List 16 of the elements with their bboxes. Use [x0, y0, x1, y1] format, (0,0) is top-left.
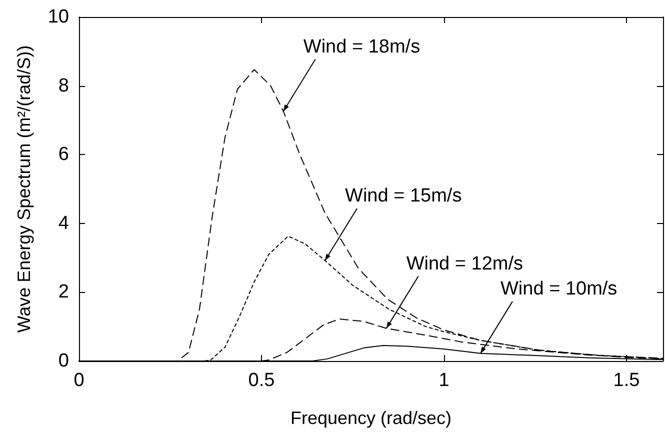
x-tick-label: 0	[74, 370, 84, 391]
annotation: Wind = 12m/s	[406, 253, 524, 274]
annotation: Wind = 15m/s	[345, 186, 462, 207]
x-axis-title: Frequency (rad/sec)	[290, 408, 452, 428]
annotation: Wind = 18m/s	[303, 36, 420, 58]
x-tick-label: 1	[438, 370, 450, 391]
x-tick-label: 1.5	[613, 370, 640, 391]
y-tick-label: 2	[58, 282, 69, 303]
y-axis-title: Wave Energy Spectrum (m²/(rad/S))	[14, 45, 34, 333]
y-tick-label: 6	[58, 144, 69, 166]
y-tick-label: 8	[58, 75, 69, 96]
x-tick-label: 0.5	[248, 370, 275, 391]
y-tick-label: 10	[48, 6, 69, 28]
y-tick-label: 4	[58, 212, 70, 234]
annotation: Wind = 10m/s	[500, 278, 618, 300]
y-tick-label: 0	[58, 350, 69, 372]
